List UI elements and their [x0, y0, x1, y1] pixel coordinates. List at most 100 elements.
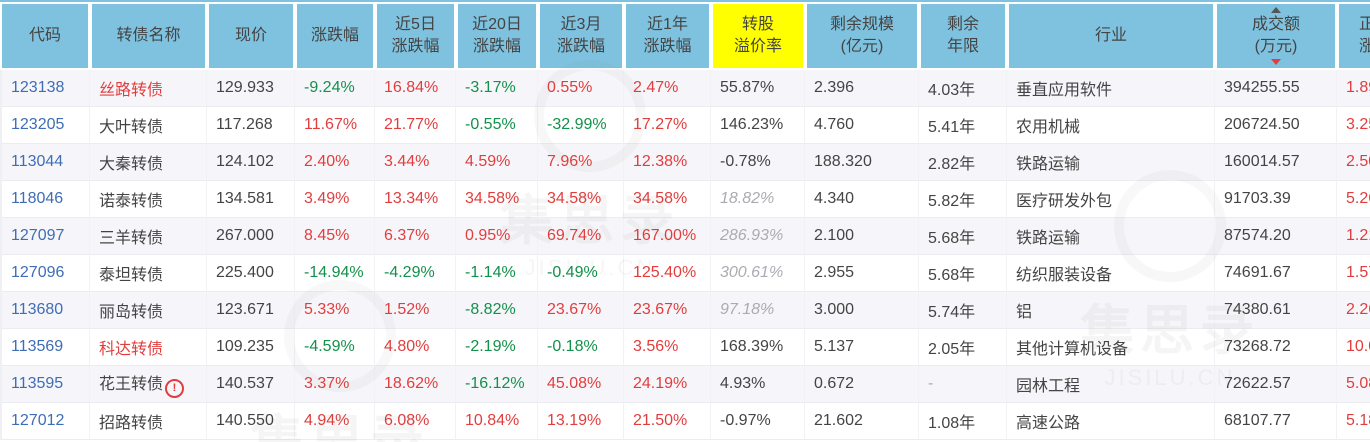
- code-cell[interactable]: 118046: [0, 181, 90, 218]
- column-header-industry[interactable]: 行业: [1007, 2, 1215, 70]
- turnover-value: 74380.61: [1224, 301, 1291, 318]
- name-cell[interactable]: 泰坦转债: [90, 255, 207, 292]
- code-cell[interactable]: 123205: [0, 107, 90, 144]
- code-value[interactable]: 127012: [11, 412, 65, 429]
- chg-cell: -4.59%: [295, 329, 375, 366]
- chg5d-cell: 13.34%: [375, 181, 456, 218]
- name-cell[interactable]: 科达转债: [90, 329, 207, 366]
- code-value[interactable]: 113044: [11, 153, 64, 170]
- code-cell[interactable]: 127012: [0, 403, 90, 440]
- chg3m-cell: -0.18%: [538, 329, 624, 366]
- years-cell: 5.68年: [919, 255, 1007, 292]
- turnover-cell: 394255.55: [1215, 70, 1337, 107]
- years-value: 2.82年: [928, 156, 976, 173]
- chg3m-value: 34.58%: [547, 190, 602, 207]
- code-cell[interactable]: 127097: [0, 218, 90, 255]
- code-value[interactable]: 113680: [11, 301, 64, 318]
- code-cell[interactable]: 113044: [0, 144, 90, 181]
- name-cell[interactable]: 丝路转债: [90, 70, 207, 107]
- table-row: 127097 三羊转债 267.000 8.45% 6.37% 0.95% 69.74% 16…: [0, 218, 1370, 255]
- name-value[interactable]: 大秦转债: [99, 156, 164, 173]
- size-value: 5.137: [814, 338, 855, 355]
- column-header-chg20d[interactable]: 近20日 涨跌幅: [456, 2, 538, 70]
- column-header-chg1y[interactable]: 近1年 涨跌幅: [624, 2, 711, 70]
- price-cell: 117.268: [207, 107, 295, 144]
- column-header-stockchg[interactable]: 正股涨跌: [1337, 2, 1370, 70]
- name-value[interactable]: 泰坦转债: [99, 267, 164, 284]
- name-value[interactable]: 诺泰转债: [99, 193, 164, 210]
- name-value[interactable]: 花王转债: [99, 376, 164, 393]
- chg5d-cell: 1.52%: [375, 292, 456, 329]
- column-header-label: 近3月 涨跌幅: [556, 16, 605, 55]
- code-value[interactable]: 113595: [11, 375, 64, 392]
- code-cell[interactable]: 113680: [0, 292, 90, 329]
- code-value[interactable]: 123138: [11, 79, 65, 96]
- table-row: 123205 大叶转债 117.268 11.67% 21.77% -0.55% -32.9…: [0, 107, 1370, 144]
- name-value[interactable]: 大叶转债: [99, 119, 164, 136]
- sort-ascending-icon[interactable]: [1271, 7, 1281, 13]
- name-cell[interactable]: 大叶转债: [90, 107, 207, 144]
- column-header-chg[interactable]: 涨跌幅: [295, 2, 375, 70]
- table-row: 113044 大秦转债 124.102 2.40% 3.44% 4.59% 7.96% 12.…: [0, 144, 1370, 181]
- column-header-years[interactable]: 剩余 年限: [919, 2, 1007, 70]
- sort-descending-icon-active[interactable]: [1271, 59, 1281, 65]
- code-value[interactable]: 127097: [11, 227, 65, 244]
- column-header-chg3m[interactable]: 近3月 涨跌幅: [538, 2, 624, 70]
- column-header-code[interactable]: 代码: [0, 2, 90, 70]
- premium-cell: 4.93%: [711, 366, 805, 403]
- chg3m-cell: 7.96%: [538, 144, 624, 181]
- chg3m-cell: 69.74%: [538, 218, 624, 255]
- price-value: 140.537: [216, 375, 274, 392]
- chg20d-value: -3.17%: [465, 79, 516, 96]
- code-value[interactable]: 123205: [11, 116, 65, 133]
- years-cell: -: [919, 366, 1007, 403]
- code-cell[interactable]: 113569: [0, 329, 90, 366]
- years-cell: 5.68年: [919, 218, 1007, 255]
- column-header-label: 剩余规模 (亿元): [829, 16, 894, 55]
- years-value: 1.08年: [928, 415, 976, 432]
- chg-value: 3.37%: [304, 375, 350, 392]
- premium-cell: 97.18%: [711, 292, 805, 329]
- turnover-value: 206724.50: [1224, 116, 1300, 133]
- chg20d-cell: -3.17%: [456, 70, 538, 107]
- chg3m-cell: 34.58%: [538, 181, 624, 218]
- name-cell[interactable]: 丽岛转债: [90, 292, 207, 329]
- code-value[interactable]: 113569: [11, 338, 64, 355]
- premium-value: -0.78%: [720, 153, 771, 170]
- table-header: 代码 转债名称 现价 涨跌幅 近5日 涨跌幅 近20日 涨跌幅 近3月 涨跌幅 近1年 涨跌幅 转股 溢价…: [0, 2, 1370, 70]
- column-header-chg5d[interactable]: 近5日 涨跌幅: [375, 2, 456, 70]
- column-header-price[interactable]: 现价: [207, 2, 295, 70]
- code-value[interactable]: 118046: [11, 190, 64, 207]
- price-cell: 267.000: [207, 218, 295, 255]
- stockchg-value: 2.50%: [1346, 153, 1370, 170]
- code-cell[interactable]: 127096: [0, 255, 90, 292]
- stockchg-cell: 2.50%: [1337, 144, 1370, 181]
- column-header-premium[interactable]: 转股 溢价率: [711, 2, 805, 70]
- column-header-turnover[interactable]: 成交额 (万元): [1215, 2, 1337, 70]
- name-value[interactable]: 招路转债: [99, 415, 164, 432]
- code-cell[interactable]: 123138: [0, 70, 90, 107]
- column-header-name[interactable]: 转债名称: [90, 2, 207, 70]
- name-value[interactable]: 丝路转债: [99, 82, 164, 99]
- code-value[interactable]: 127096: [11, 264, 65, 281]
- industry-cell: 高速公路: [1007, 403, 1215, 440]
- name-cell[interactable]: 大秦转债: [90, 144, 207, 181]
- code-cell[interactable]: 113595: [0, 366, 90, 403]
- turnover-value: 394255.55: [1224, 79, 1300, 96]
- name-cell[interactable]: 招路转债: [90, 403, 207, 440]
- name-value[interactable]: 丽岛转债: [99, 304, 164, 321]
- turnover-cell: 160014.57: [1215, 144, 1337, 181]
- stockchg-value: 1.89%: [1346, 79, 1370, 96]
- column-header-size[interactable]: 剩余规模 (亿元): [805, 2, 919, 70]
- name-cell[interactable]: 三羊转债: [90, 218, 207, 255]
- name-cell[interactable]: 花王转债!: [90, 366, 207, 403]
- name-value[interactable]: 三羊转债: [99, 230, 164, 247]
- price-cell: 129.933: [207, 70, 295, 107]
- years-cell: 2.82年: [919, 144, 1007, 181]
- warning-icon[interactable]: !: [165, 379, 185, 398]
- name-value[interactable]: 科达转债: [99, 341, 164, 358]
- name-cell[interactable]: 诺泰转债: [90, 181, 207, 218]
- chg-cell: 4.94%: [295, 403, 375, 440]
- chg3m-cell: 23.67%: [538, 292, 624, 329]
- chg-value: -14.94%: [304, 264, 364, 281]
